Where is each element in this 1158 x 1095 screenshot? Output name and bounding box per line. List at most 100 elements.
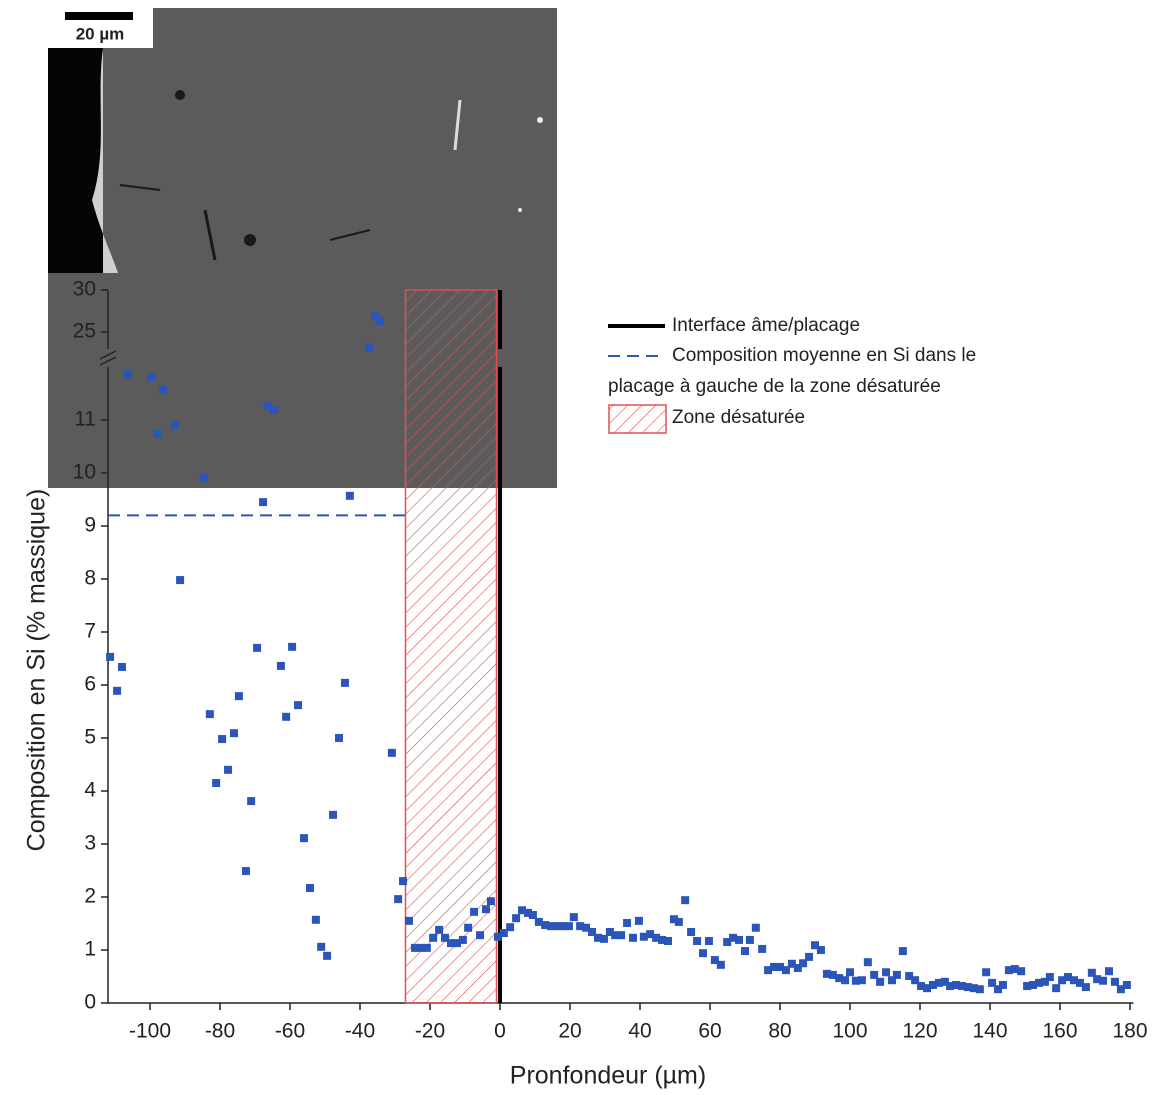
- point: [704, 936, 713, 945]
- point: [476, 931, 485, 940]
- point: [486, 897, 495, 906]
- point: [1035, 978, 1043, 987]
- point: [158, 385, 167, 394]
- point: [405, 916, 413, 925]
- point: [611, 931, 620, 940]
- point: [1116, 985, 1125, 994]
- y-tick-label: 7: [84, 620, 96, 643]
- y-tick-label: 8: [84, 567, 96, 590]
- x-tick-label: -100: [129, 1020, 171, 1043]
- point: [1110, 977, 1119, 986]
- point: [969, 984, 978, 993]
- point: [605, 927, 614, 936]
- y-tick-label: 1: [84, 938, 96, 961]
- point: [230, 729, 238, 738]
- point: [429, 933, 438, 942]
- point: [329, 810, 338, 819]
- point: [805, 952, 814, 961]
- point: [1017, 967, 1026, 976]
- legend-swatch: [608, 404, 667, 434]
- point: [263, 402, 272, 411]
- point: [1099, 976, 1108, 985]
- point: [822, 969, 831, 978]
- point: [735, 935, 744, 944]
- point: [911, 976, 920, 985]
- point: [205, 710, 214, 719]
- point: [410, 943, 419, 952]
- point: [323, 951, 332, 960]
- point: [199, 473, 208, 482]
- scale-bar-label: 20 µm: [76, 24, 125, 43]
- point: [687, 927, 696, 936]
- point: [699, 949, 707, 958]
- point: [982, 968, 991, 977]
- legend-label: Interface âme/placage: [672, 315, 860, 336]
- point: [422, 943, 431, 952]
- point: [940, 977, 949, 986]
- point: [669, 915, 678, 924]
- point: [305, 883, 314, 892]
- point: [716, 960, 725, 969]
- point: [1093, 975, 1102, 984]
- point: [1070, 976, 1078, 985]
- point: [1075, 978, 1084, 987]
- point: [617, 931, 626, 940]
- x-tick-label: -80: [205, 1020, 235, 1043]
- x-tick-label: 120: [902, 1020, 937, 1043]
- point: [1105, 967, 1113, 976]
- point: [841, 976, 850, 985]
- x-tick-label: 20: [558, 1020, 581, 1043]
- point: [458, 935, 467, 944]
- point: [923, 984, 931, 993]
- point: [623, 918, 632, 927]
- point: [863, 958, 872, 967]
- point: [946, 982, 955, 991]
- point: [547, 922, 556, 931]
- point: [335, 734, 343, 742]
- point: [499, 929, 508, 938]
- y-tick-label: 9: [84, 514, 96, 537]
- point: [917, 982, 926, 991]
- point: [387, 748, 396, 757]
- point: [1122, 980, 1131, 989]
- point: [512, 914, 521, 923]
- point: [1058, 976, 1067, 985]
- x-tick-label: 140: [972, 1020, 1007, 1043]
- point: [441, 933, 450, 942]
- x-tick-label: -40: [345, 1020, 375, 1043]
- point: [371, 312, 380, 321]
- point: [958, 982, 966, 991]
- point: [541, 921, 550, 930]
- point: [518, 906, 527, 915]
- point: [452, 939, 461, 948]
- point: [787, 959, 796, 968]
- point: [898, 947, 907, 956]
- point: [905, 971, 914, 980]
- point: [493, 932, 502, 941]
- x-tick-label: 80: [768, 1020, 791, 1043]
- y-tick-label: 0: [84, 991, 96, 1014]
- point: [1045, 973, 1054, 982]
- point: [528, 911, 537, 920]
- point: [816, 946, 825, 954]
- point: [553, 922, 562, 931]
- y-tick-label: 4: [84, 779, 96, 802]
- point: [928, 980, 937, 989]
- point: [218, 735, 227, 744]
- point: [594, 933, 602, 942]
- point: [835, 974, 844, 983]
- point: [506, 923, 515, 932]
- point: [764, 966, 773, 975]
- point: [176, 576, 185, 585]
- point: [793, 964, 802, 973]
- point: [435, 925, 444, 934]
- point: [599, 934, 608, 943]
- point: [729, 933, 738, 942]
- point: [559, 922, 567, 931]
- point: [247, 797, 256, 806]
- y-tick-label: 11: [74, 408, 96, 431]
- point: [876, 977, 885, 986]
- point: [416, 943, 425, 952]
- y-tick-label: 25: [73, 320, 96, 343]
